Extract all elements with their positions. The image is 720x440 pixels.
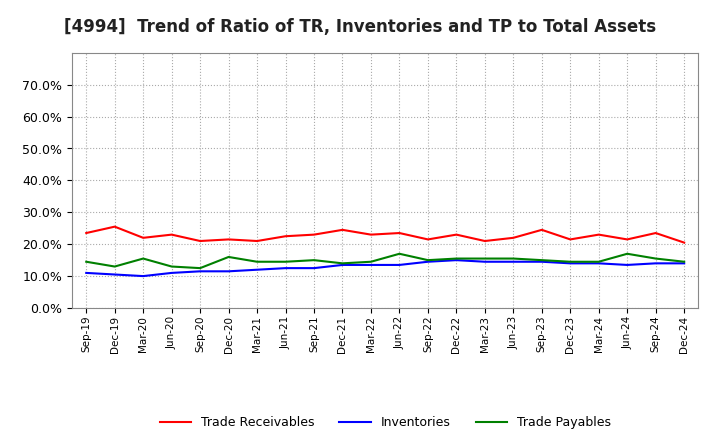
Trade Payables bbox=[196, 265, 204, 271]
Trade Payables bbox=[595, 259, 603, 264]
Inventories bbox=[395, 262, 404, 268]
Trade Receivables bbox=[225, 237, 233, 242]
Trade Payables bbox=[423, 257, 432, 263]
Trade Receivables bbox=[680, 240, 688, 245]
Trade Receivables bbox=[196, 238, 204, 244]
Inventories bbox=[196, 269, 204, 274]
Trade Payables bbox=[652, 256, 660, 261]
Trade Receivables bbox=[139, 235, 148, 240]
Trade Receivables bbox=[282, 234, 290, 239]
Inventories bbox=[139, 273, 148, 279]
Trade Payables bbox=[480, 256, 489, 261]
Trade Receivables bbox=[82, 231, 91, 236]
Text: [4994]  Trend of Ratio of TR, Inventories and TP to Total Assets: [4994] Trend of Ratio of TR, Inventories… bbox=[64, 18, 656, 36]
Trade Receivables bbox=[452, 232, 461, 237]
Inventories bbox=[338, 262, 347, 268]
Trade Receivables bbox=[566, 237, 575, 242]
Trade Receivables bbox=[509, 235, 518, 240]
Trade Payables bbox=[282, 259, 290, 264]
Inventories bbox=[423, 259, 432, 264]
Trade Receivables bbox=[366, 232, 375, 237]
Inventories bbox=[652, 260, 660, 266]
Trade Payables bbox=[338, 260, 347, 266]
Inventories bbox=[310, 265, 318, 271]
Inventories bbox=[480, 259, 489, 264]
Inventories bbox=[452, 257, 461, 263]
Line: Trade Payables: Trade Payables bbox=[86, 254, 684, 268]
Trade Payables bbox=[537, 257, 546, 263]
Trade Payables bbox=[139, 256, 148, 261]
Inventories bbox=[623, 262, 631, 268]
Trade Payables bbox=[509, 256, 518, 261]
Inventories bbox=[680, 260, 688, 266]
Trade Receivables bbox=[623, 237, 631, 242]
Inventories bbox=[509, 259, 518, 264]
Trade Payables bbox=[680, 259, 688, 264]
Trade Receivables bbox=[310, 232, 318, 237]
Trade Receivables bbox=[537, 227, 546, 232]
Trade Receivables bbox=[595, 232, 603, 237]
Trade Payables bbox=[452, 256, 461, 261]
Inventories bbox=[82, 270, 91, 275]
Trade Payables bbox=[310, 257, 318, 263]
Inventories bbox=[282, 265, 290, 271]
Trade Payables bbox=[623, 251, 631, 257]
Trade Payables bbox=[110, 264, 119, 269]
Trade Payables bbox=[167, 264, 176, 269]
Trade Receivables bbox=[253, 238, 261, 244]
Inventories bbox=[595, 260, 603, 266]
Trade Receivables bbox=[110, 224, 119, 229]
Trade Receivables bbox=[652, 231, 660, 236]
Inventories bbox=[366, 262, 375, 268]
Trade Payables bbox=[366, 259, 375, 264]
Inventories bbox=[253, 267, 261, 272]
Line: Trade Receivables: Trade Receivables bbox=[86, 227, 684, 242]
Inventories bbox=[566, 260, 575, 266]
Line: Inventories: Inventories bbox=[86, 260, 684, 276]
Inventories bbox=[225, 269, 233, 274]
Trade Payables bbox=[253, 259, 261, 264]
Trade Payables bbox=[566, 259, 575, 264]
Trade Receivables bbox=[480, 238, 489, 244]
Inventories bbox=[537, 259, 546, 264]
Inventories bbox=[110, 272, 119, 277]
Trade Receivables bbox=[338, 227, 347, 232]
Trade Payables bbox=[395, 251, 404, 257]
Trade Payables bbox=[225, 254, 233, 260]
Inventories bbox=[167, 270, 176, 275]
Trade Receivables bbox=[167, 232, 176, 237]
Trade Payables bbox=[82, 259, 91, 264]
Legend: Trade Receivables, Inventories, Trade Payables: Trade Receivables, Inventories, Trade Pa… bbox=[155, 411, 616, 434]
Trade Receivables bbox=[423, 237, 432, 242]
Trade Receivables bbox=[395, 231, 404, 236]
